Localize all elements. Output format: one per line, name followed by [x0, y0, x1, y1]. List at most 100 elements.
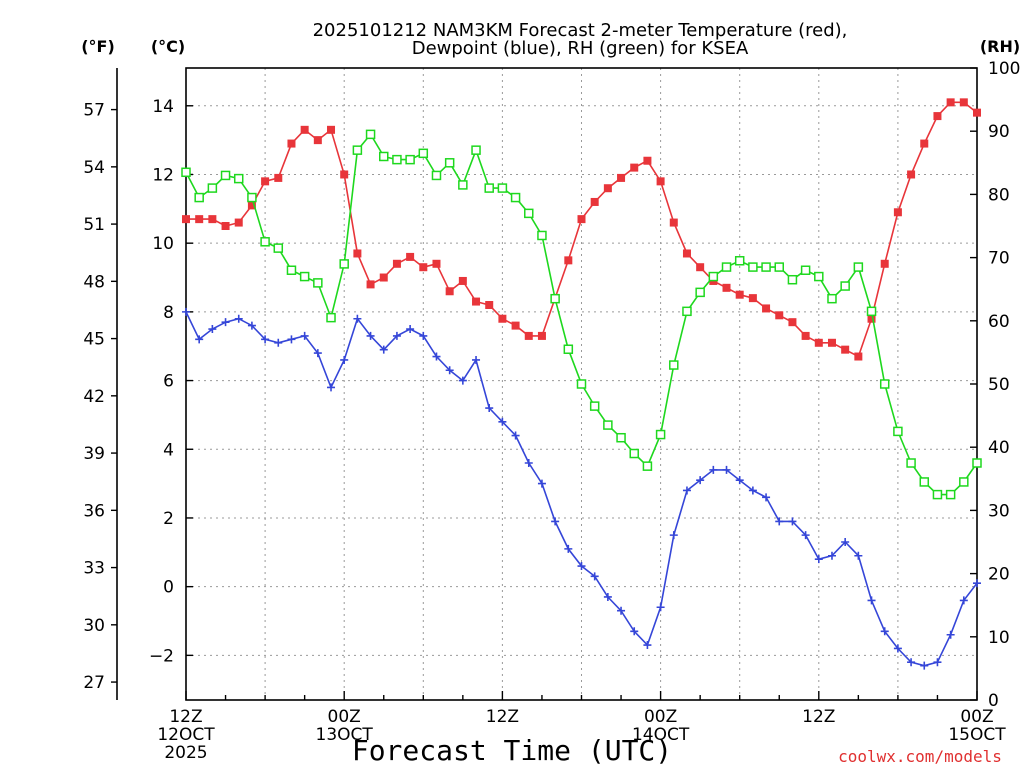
dewpoint-point [551, 517, 560, 526]
relative-humidity-point [853, 262, 864, 272]
relative-humidity-point [550, 293, 560, 304]
relative-humidity-point [458, 180, 468, 190]
dewpoint-point [973, 579, 981, 588]
relative-humidity-point [405, 154, 415, 165]
2-meter-temperature-point [603, 184, 612, 193]
x-tick-label: 12OCT [157, 725, 215, 745]
relative-humidity-point [972, 458, 982, 468]
relative-humidity-point [840, 281, 850, 291]
relative-humidity-point [748, 262, 758, 272]
2-meter-temperature-point [827, 338, 836, 347]
fahrenheit-unit-label: (°F) [81, 37, 115, 56]
rh-tick-label: 30 [988, 501, 1010, 521]
x-axis-title: Forecast Time (UTC) [352, 734, 672, 767]
rh-tick-label: 70 [988, 249, 1010, 269]
dewpoint-point [788, 517, 797, 526]
celsius-tick-label: 4 [163, 440, 174, 460]
2-meter-temperature-point [524, 331, 533, 340]
dewpoint-point [959, 596, 968, 605]
relative-humidity-point [471, 145, 481, 155]
fahrenheit-tick-label: 48 [83, 272, 105, 292]
x-tick-label: 00Z [644, 707, 677, 727]
relative-humidity-point [313, 278, 323, 288]
2-meter-temperature-point [867, 314, 876, 323]
2-meter-temperature-point [682, 249, 691, 258]
credit-text: coolwx.com/models [838, 747, 1002, 766]
2-meter-temperature-point [498, 314, 507, 323]
celsius-tick-label: 14 [152, 97, 174, 117]
relative-humidity-point [959, 477, 969, 487]
dewpoint-point [682, 486, 691, 495]
dewpoint-point [498, 417, 507, 426]
2-meter-temperature-point [564, 256, 573, 265]
2-meter-temperature-point [472, 297, 481, 306]
2-meter-temperature-point [907, 170, 916, 179]
2-meter-temperature-point [973, 108, 981, 117]
dewpoint-point [564, 544, 573, 553]
rh-tick-label: 90 [988, 122, 1010, 142]
2-meter-temperature-point [656, 177, 665, 186]
2-meter-temperature-point [287, 139, 296, 148]
fahrenheit-tick-label: 36 [83, 501, 105, 521]
celsius-unit-label: (°C) [151, 37, 185, 56]
dewpoint-point [419, 331, 428, 340]
2-meter-temperature-point [801, 331, 810, 340]
tick-labels: 27 30 33 36 39 42 45 48 51 54 57 −2 0 2 4 6 8 10 12 14 0 10 20… [83, 59, 1020, 763]
dewpoint-point [247, 321, 256, 330]
relative-humidity-point [603, 420, 613, 430]
2-meter-temperature-point [788, 318, 797, 327]
dewpoint-point [234, 314, 243, 323]
dewpoint-point [709, 465, 718, 474]
2-meter-temperature-point [221, 222, 230, 230]
celsius-tick-label: 2 [163, 509, 174, 529]
relative-humidity-point [247, 192, 257, 203]
fahrenheit-tick-label: 54 [83, 158, 105, 178]
2-meter-temperature-point [748, 294, 757, 303]
rh-tick-label: 50 [988, 375, 1010, 395]
relative-humidity-point [721, 262, 732, 272]
2-meter-temperature-point [880, 259, 889, 268]
dewpoint-point [722, 465, 731, 474]
dewpoint-point [432, 352, 441, 361]
series-group [181, 98, 982, 670]
2-meter-temperature-point [313, 136, 322, 145]
dewpoint-point [893, 644, 902, 653]
relative-humidity-point [695, 287, 705, 298]
dewpoint-point [748, 486, 757, 495]
2-meter-temperature-point [920, 139, 929, 148]
relative-humidity-point [866, 306, 877, 317]
dewpoint-point [841, 538, 850, 546]
fahrenheit-tick-label: 42 [83, 387, 105, 407]
dewpoint-point [274, 338, 283, 347]
2-meter-temperature-point [696, 263, 705, 272]
2-meter-temperature-point [432, 259, 441, 268]
fahrenheit-tick-label: 27 [83, 673, 105, 693]
2-meter-temperature-point [300, 125, 309, 134]
relative-humidity-point [497, 183, 508, 193]
relative-humidity-point [392, 154, 402, 165]
fahrenheit-tick-label: 39 [83, 444, 105, 464]
2-meter-temperature-point [841, 345, 850, 354]
2-meter-temperature-point [366, 280, 375, 289]
celsius-tick-label: 0 [163, 578, 174, 598]
chart-title-line1: 2025101212 NAM3KM Forecast 2-meter Tempe… [313, 20, 848, 41]
dewpoint-point [643, 641, 652, 650]
2-meter-temperature-point [617, 173, 626, 182]
relative-humidity-point [352, 145, 363, 155]
2-meter-temperature-point [458, 276, 467, 285]
x-tick-label: 00Z [328, 707, 361, 727]
2-meter-temperature-point [762, 304, 771, 313]
relative-humidity-point [932, 489, 943, 500]
dewpoint-point [537, 479, 546, 488]
relative-humidity-point [537, 230, 547, 241]
2-meter-temperature-point [814, 338, 823, 347]
dewpoint-point [775, 517, 784, 526]
2-meter-temperature-point [577, 215, 586, 224]
dewpoint-point [511, 431, 520, 440]
2-meter-temperature-point [419, 263, 428, 272]
dewpoint-point [946, 630, 955, 639]
relative-humidity-point [273, 243, 284, 253]
rh-tick-label: 40 [988, 438, 1010, 458]
relative-humidity-point [207, 183, 218, 193]
